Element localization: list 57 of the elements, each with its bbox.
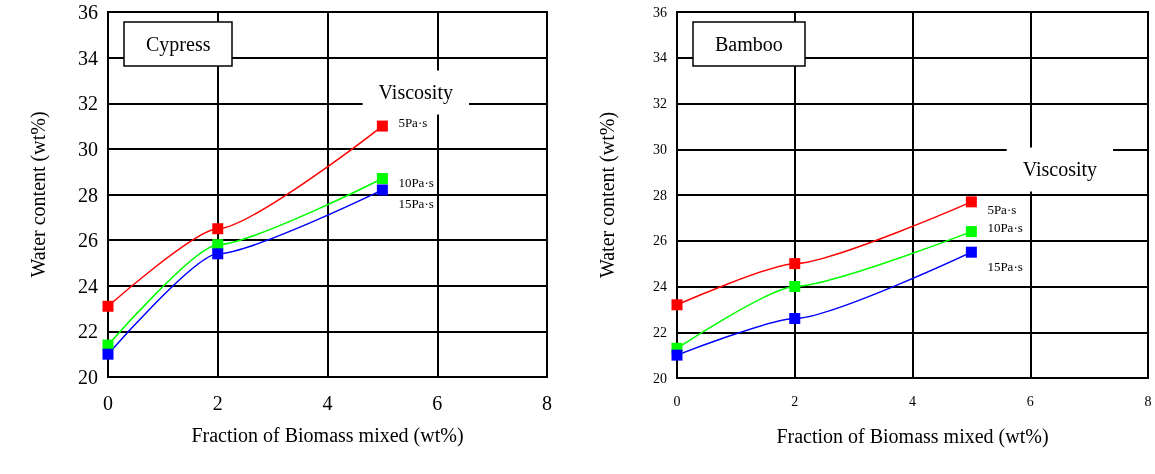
legend-title: Viscosity bbox=[1022, 158, 1098, 182]
y-tick-label: 28 bbox=[653, 187, 667, 203]
point bbox=[102, 348, 114, 360]
point bbox=[376, 173, 388, 185]
y-tick-label: 36 bbox=[653, 4, 667, 20]
series-label: 15Pa·s bbox=[987, 258, 1023, 274]
series-label: 5Pa·s bbox=[398, 114, 428, 130]
series-label: 15Pa·s bbox=[398, 196, 434, 212]
y-axis-title: Water content (wt%) bbox=[27, 111, 50, 278]
y-tick-label: 24 bbox=[653, 279, 667, 294]
x-axis-title: Fraction of Biomass mixed (wt%) bbox=[191, 424, 464, 447]
text: Bamboo bbox=[715, 33, 783, 55]
y-tick-label: 28 bbox=[78, 183, 98, 206]
point bbox=[965, 196, 977, 208]
y-tick-label: 32 bbox=[78, 92, 98, 115]
x-tick-label: 4 bbox=[322, 392, 333, 414]
x-tick-label: 0 bbox=[673, 393, 681, 409]
point bbox=[789, 281, 801, 292]
point bbox=[789, 313, 801, 325]
point bbox=[212, 248, 224, 260]
y-tick-label: 22 bbox=[78, 320, 98, 343]
y-tick-label: 22 bbox=[653, 324, 667, 340]
y-tick-label: 34 bbox=[653, 50, 667, 66]
point bbox=[965, 246, 977, 258]
series-label: 10Pa·s bbox=[987, 220, 1023, 236]
x-tick-label: 8 bbox=[542, 392, 552, 414]
y-tick-label: 20 bbox=[78, 366, 98, 388]
series-label: 10Pa·s bbox=[398, 175, 434, 191]
point bbox=[376, 120, 388, 132]
y-tick-label: 26 bbox=[653, 233, 667, 249]
y-tick-label: 26 bbox=[78, 229, 98, 252]
point bbox=[102, 300, 114, 312]
point bbox=[789, 258, 801, 270]
y-axis-title: Water content (wt%) bbox=[596, 111, 619, 279]
point bbox=[965, 226, 977, 238]
y-tick-label: 30 bbox=[78, 137, 98, 160]
y-tick-label: 20 bbox=[653, 370, 667, 386]
x-tick-label: 0 bbox=[103, 392, 113, 414]
x-tick-label: 6 bbox=[432, 392, 443, 414]
y-tick-label: 34 bbox=[78, 46, 98, 69]
legend-title: Viscosity bbox=[378, 81, 453, 105]
series-label: 5Pa·s bbox=[987, 202, 1017, 218]
point bbox=[376, 184, 388, 196]
y-tick-label: 24 bbox=[78, 274, 98, 297]
x-tick-label: 6 bbox=[1026, 393, 1034, 409]
point bbox=[671, 299, 683, 311]
text: Cypress bbox=[146, 33, 211, 56]
x-tick-label: 8 bbox=[1144, 393, 1152, 409]
y-tick-label: 32 bbox=[653, 96, 667, 111]
y-tick-label: 30 bbox=[653, 141, 667, 157]
point bbox=[671, 349, 683, 361]
x-tick-label: 2 bbox=[212, 392, 223, 414]
point bbox=[212, 223, 224, 235]
y-tick-label: 36 bbox=[78, 1, 98, 23]
x-tick-label: 4 bbox=[909, 393, 916, 409]
x-tick-label: 2 bbox=[791, 393, 799, 409]
x-axis-title: Fraction of Biomass mixed (wt%) bbox=[776, 425, 1049, 448]
